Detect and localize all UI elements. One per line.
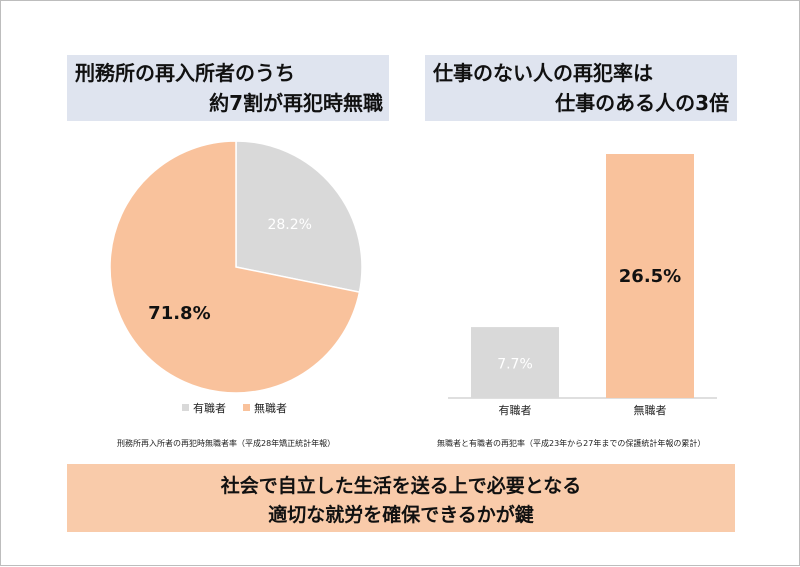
x-tick-label-0: 有職者: [499, 403, 532, 417]
left-heading-line2: 約7割が再犯時無職: [209, 91, 383, 115]
legend-swatch-0: [182, 404, 189, 411]
left-heading-line1: 刑務所の再入所者のうち: [75, 61, 295, 85]
pie-data-label-1: 71.8%: [148, 303, 210, 324]
pie-data-label-0: 28.2%: [267, 217, 311, 233]
bar-data-label-1: 26.5%: [619, 266, 681, 287]
legend-swatch-1: [243, 404, 250, 411]
bar-0: [471, 327, 559, 398]
conclusion-line2: 適切な就労を確保できるかが鍵: [268, 504, 534, 526]
right-heading-box: 仕事のない人の再犯率は 仕事のある人の3倍: [425, 55, 737, 121]
pie-slice-1: [109, 140, 361, 394]
bar-data-label-0: 7.7%: [497, 357, 533, 373]
x-tick-label-1: 無職者: [634, 403, 667, 417]
left-source-note: 刑務所再入所者の再犯時無職者率（平成28年矯正統計年報）: [117, 439, 336, 448]
pie-chart: 28.2% 71.8% 有職者 無職者: [109, 140, 363, 415]
legend-label-1: 無職者: [254, 401, 287, 415]
bar-1: [606, 154, 694, 398]
conclusion-line1: 社会で自立した生活を送る上で必要となる: [220, 475, 582, 497]
legend-label-0: 有職者: [193, 401, 226, 415]
bar-chart: 7.7% 有職者 26.5% 無職者: [448, 154, 717, 417]
right-heading-line2: 仕事のある人の3倍: [555, 91, 729, 115]
pie-slice-0: [235, 140, 363, 294]
right-heading-line1: 仕事のない人の再犯率は: [433, 61, 653, 85]
left-heading-box: 刑務所の再入所者のうち 約7割が再犯時無職: [67, 55, 389, 121]
conclusion-box: 社会で自立した生活を送る上で必要となる 適切な就労を確保できるかが鍵: [67, 464, 735, 532]
right-source-note: 無職者と有職者の再犯率（平成23年から27年までの保護統計年報の累計）: [437, 439, 706, 448]
